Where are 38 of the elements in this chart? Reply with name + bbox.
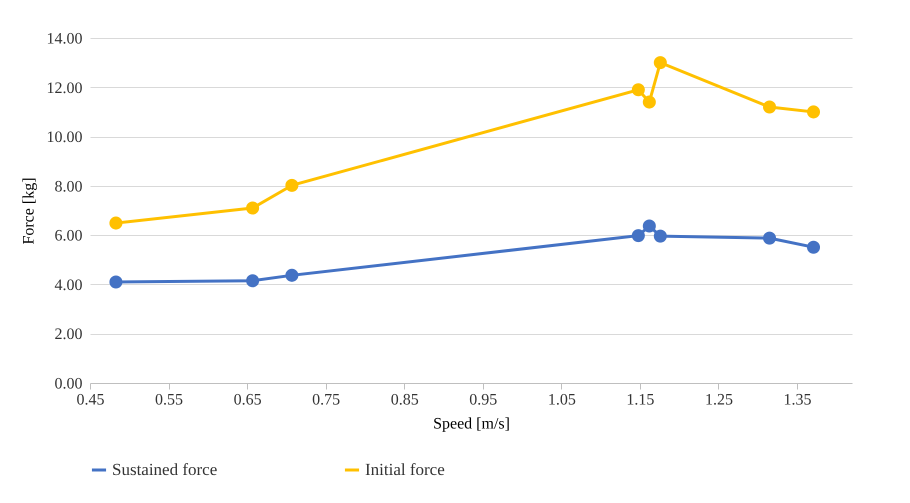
point — [632, 83, 645, 96]
x-tick-label: 1.05 — [548, 392, 576, 408]
y-tick-label: 6.00 — [54, 228, 82, 245]
y-tick-label: 8.00 — [54, 178, 82, 196]
point — [246, 274, 260, 288]
legend-label: Initial force — [365, 460, 445, 479]
y-tick-label: 10.00 — [46, 129, 82, 146]
point — [654, 230, 667, 243]
x-tick-label: 0.95 — [469, 392, 498, 408]
x-tick-label: 1.15 — [626, 392, 654, 408]
point — [246, 202, 260, 215]
point — [109, 216, 122, 230]
x-tick-label: 0.85 — [390, 392, 419, 408]
x-axis-title: Speed [m/s] — [433, 416, 510, 432]
point — [806, 240, 820, 254]
point — [654, 56, 667, 70]
x-tick-label: 0.55 — [155, 392, 184, 408]
point — [109, 275, 122, 288]
point — [762, 232, 776, 245]
point — [642, 96, 656, 109]
y-axis-title: Force [kg] — [20, 177, 38, 245]
point — [285, 268, 298, 282]
x-tick-label: 1.25 — [704, 392, 733, 408]
y-tick-label: 0.00 — [54, 376, 82, 392]
x-tick-label: 0.45 — [76, 392, 104, 408]
legend-label: Sustained force — [112, 460, 218, 479]
y-tick-label: 4.00 — [54, 276, 82, 294]
x-tick-label: 0.75 — [312, 392, 340, 408]
y-tick-label: 14.00 — [46, 30, 82, 48]
point — [642, 220, 656, 233]
point — [285, 178, 298, 192]
point — [632, 229, 645, 242]
point — [806, 105, 820, 118]
x-tick-label: 0.65 — [234, 392, 262, 408]
point — [762, 100, 776, 114]
y-tick-label: 2.00 — [54, 326, 82, 344]
x-tick-label: 1.35 — [784, 392, 812, 408]
y-tick-label: 12.00 — [46, 80, 82, 97]
